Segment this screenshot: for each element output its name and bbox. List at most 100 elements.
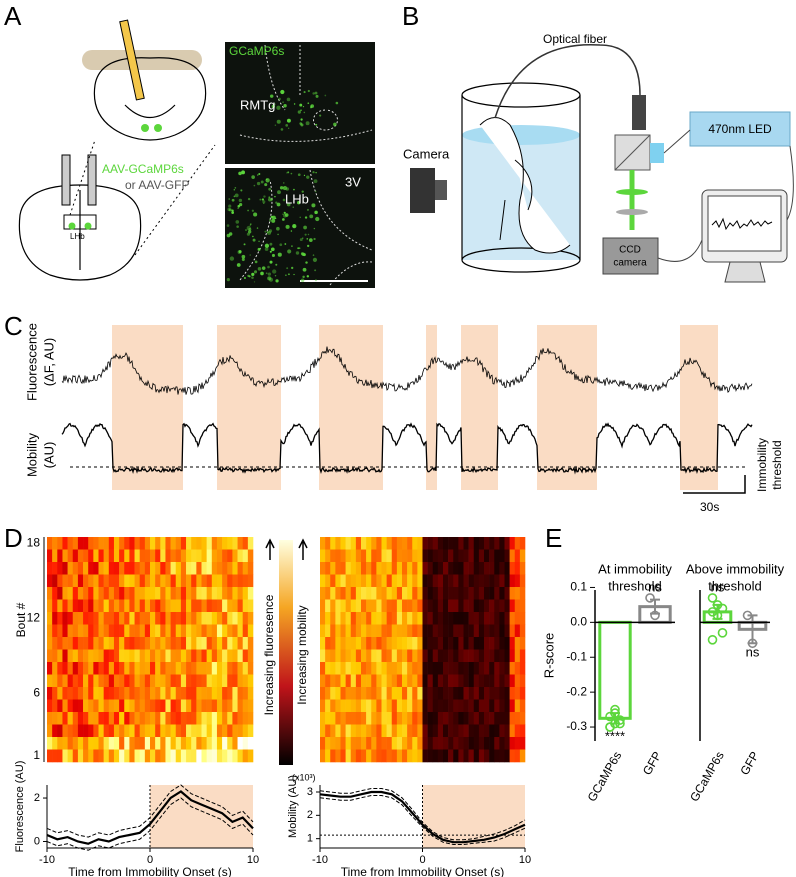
heatmap-cell (155, 724, 161, 738)
shaded-region (150, 785, 253, 848)
cell (288, 273, 290, 276)
heatmap-cell (119, 699, 125, 713)
heatmap-cell (247, 562, 254, 575)
heatmap-cell (376, 674, 382, 688)
cell (274, 195, 276, 198)
cell (277, 252, 282, 257)
heatmap-cell (320, 537, 326, 550)
heatmap-cell (468, 699, 475, 713)
cell (253, 184, 256, 187)
heatmap-cell (458, 637, 464, 650)
heatmap-cell (386, 637, 393, 650)
heatmap-cell (150, 612, 156, 625)
setup-illustration (410, 43, 794, 283)
heatmap-cell (396, 724, 403, 738)
heatmap-cell (386, 587, 393, 600)
heatmap-cell (119, 587, 125, 600)
heatmap-cell (201, 699, 207, 713)
cell (268, 229, 273, 233)
heatmap-cell (330, 637, 336, 650)
heatmap-cell (412, 612, 418, 625)
heatmap-cell (119, 649, 125, 663)
heatmap-cell (504, 699, 510, 713)
data-point (712, 610, 723, 621)
cell (235, 220, 240, 224)
cell (277, 233, 279, 236)
heatmap-cell (160, 749, 166, 763)
cell (304, 216, 308, 219)
heatmap-cell (350, 649, 357, 663)
heatmap-cell (180, 712, 187, 725)
significance-label: ns (648, 579, 662, 594)
heatmap-cell (371, 749, 377, 763)
heatmap-cell (201, 724, 207, 738)
cell (314, 91, 318, 95)
cell (307, 233, 310, 236)
heatmap-cell (504, 549, 510, 563)
heatmap-cell (340, 737, 346, 750)
heatmap-cell (232, 737, 238, 750)
heatmap-cell (463, 699, 469, 713)
cell (228, 204, 232, 208)
heatmap-cell (150, 562, 156, 575)
heatmap-cell (98, 662, 104, 675)
cell (256, 181, 261, 186)
heatmap-cell (468, 599, 475, 613)
heatmap-cell (345, 587, 352, 600)
cell (293, 103, 296, 105)
heatmap-cell (83, 637, 89, 650)
heatmap-cell (52, 699, 58, 713)
heatmap-cell (514, 649, 521, 663)
heatmap-cell (52, 587, 58, 600)
heatmap-cell (57, 737, 63, 750)
heatmap-cell (499, 749, 505, 763)
heatmap-cell (519, 612, 526, 625)
heatmap-cell (473, 737, 480, 750)
ccd-label: CCD (619, 245, 641, 256)
heatmap-cell (180, 587, 187, 600)
y-axis-label: (ΔF, AU) (41, 338, 56, 386)
heatmap-cell (150, 537, 156, 550)
heatmap-cell (191, 724, 197, 738)
cell (284, 213, 289, 217)
heatmap-cell (88, 562, 94, 575)
heatmap-cell (325, 612, 331, 625)
cell (252, 238, 256, 242)
cell (307, 102, 310, 105)
heatmap-cell (88, 574, 94, 588)
cell (238, 203, 243, 207)
heatmap-cell (150, 549, 156, 563)
heatmap-cell (155, 662, 161, 675)
heatmap-cell (509, 574, 516, 588)
heatmap-cell (175, 687, 182, 700)
cell (276, 119, 281, 124)
heatmap-cell (155, 712, 161, 725)
cell (319, 114, 322, 117)
heatmap-cell (77, 637, 84, 650)
heatmap-cell (88, 612, 94, 625)
heatmap-cell (458, 724, 464, 738)
heatmap-cell (427, 599, 434, 613)
heatmap-cell (108, 599, 115, 613)
heatmap-cell (335, 574, 341, 588)
heatmap-cell (144, 624, 151, 638)
heatmap-cell (247, 674, 254, 688)
cell (253, 281, 256, 283)
heatmap-cell (407, 549, 413, 563)
cell (265, 272, 268, 275)
heatmap-cell (386, 699, 393, 713)
heatmap-cell (113, 649, 120, 663)
heatmap-cell (509, 712, 516, 725)
heatmap-cell (98, 612, 104, 625)
heatmap-cell (57, 624, 63, 638)
heatmap-cell (463, 724, 469, 738)
heatmap-cell (335, 562, 341, 575)
heatmap-cell (443, 612, 449, 625)
cell (265, 178, 270, 183)
heatmap-cell (484, 537, 490, 550)
heatmap-cell (113, 749, 120, 763)
heatmap-cell (355, 662, 362, 675)
heatmap-cell (407, 637, 413, 650)
heatmap-cell (57, 712, 63, 725)
heatmap-cell (150, 699, 156, 713)
